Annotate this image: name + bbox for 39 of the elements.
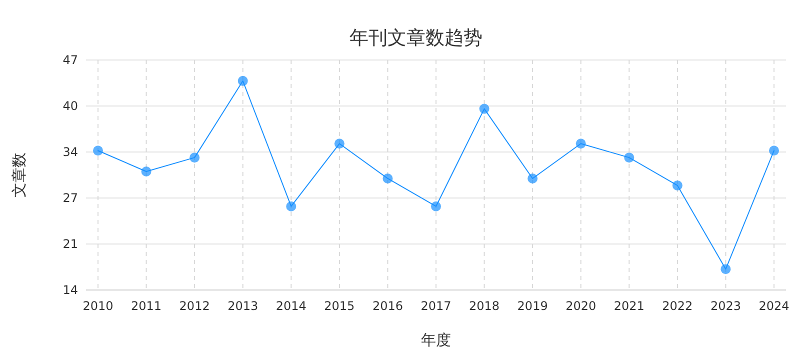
x-tick-label: 2017 <box>420 299 452 313</box>
point <box>479 104 490 114</box>
point <box>576 138 586 149</box>
x-axis-title: 年度 <box>421 331 451 349</box>
y-tick-label: 27 <box>62 191 78 205</box>
x-tick-label: 2019 <box>517 299 548 313</box>
x-tick-label: 2022 <box>662 299 693 313</box>
x-tick-label: 2011 <box>131 299 162 313</box>
point <box>93 146 103 156</box>
y-tick-label: 34 <box>62 145 78 159</box>
x-tick-label: 2018 <box>469 299 500 313</box>
x-tick-label: 2014 <box>276 299 306 313</box>
point <box>528 173 538 184</box>
point <box>334 138 344 149</box>
point <box>672 180 682 190</box>
point <box>624 152 634 163</box>
x-tick-label: 2021 <box>614 299 644 313</box>
x-tick-label: 2012 <box>179 299 210 313</box>
x-tick-label: 2013 <box>228 299 258 313</box>
point <box>769 146 779 156</box>
point <box>286 201 296 212</box>
x-tick-label: 2010 <box>82 299 114 313</box>
y-tick-label: 14 <box>62 283 78 297</box>
point <box>431 201 441 212</box>
y-axis-title: 文章数 <box>10 152 28 198</box>
point <box>238 76 248 86</box>
point <box>141 166 152 177</box>
x-tick-label: 2024 <box>758 299 790 313</box>
x-tick-label: 2015 <box>324 299 355 313</box>
point <box>190 152 200 163</box>
x-tick-label: 2023 <box>710 299 741 313</box>
point <box>382 173 393 184</box>
point <box>720 264 731 274</box>
chart-title: 年刊文章数趋势 <box>350 27 482 49</box>
y-tick-label: 21 <box>62 237 78 251</box>
y-tick-label: 40 <box>62 99 78 113</box>
x-tick-label: 2020 <box>566 299 596 313</box>
y-tick-label: 47 <box>62 53 78 67</box>
x-tick-label: 2016 <box>372 299 403 313</box>
